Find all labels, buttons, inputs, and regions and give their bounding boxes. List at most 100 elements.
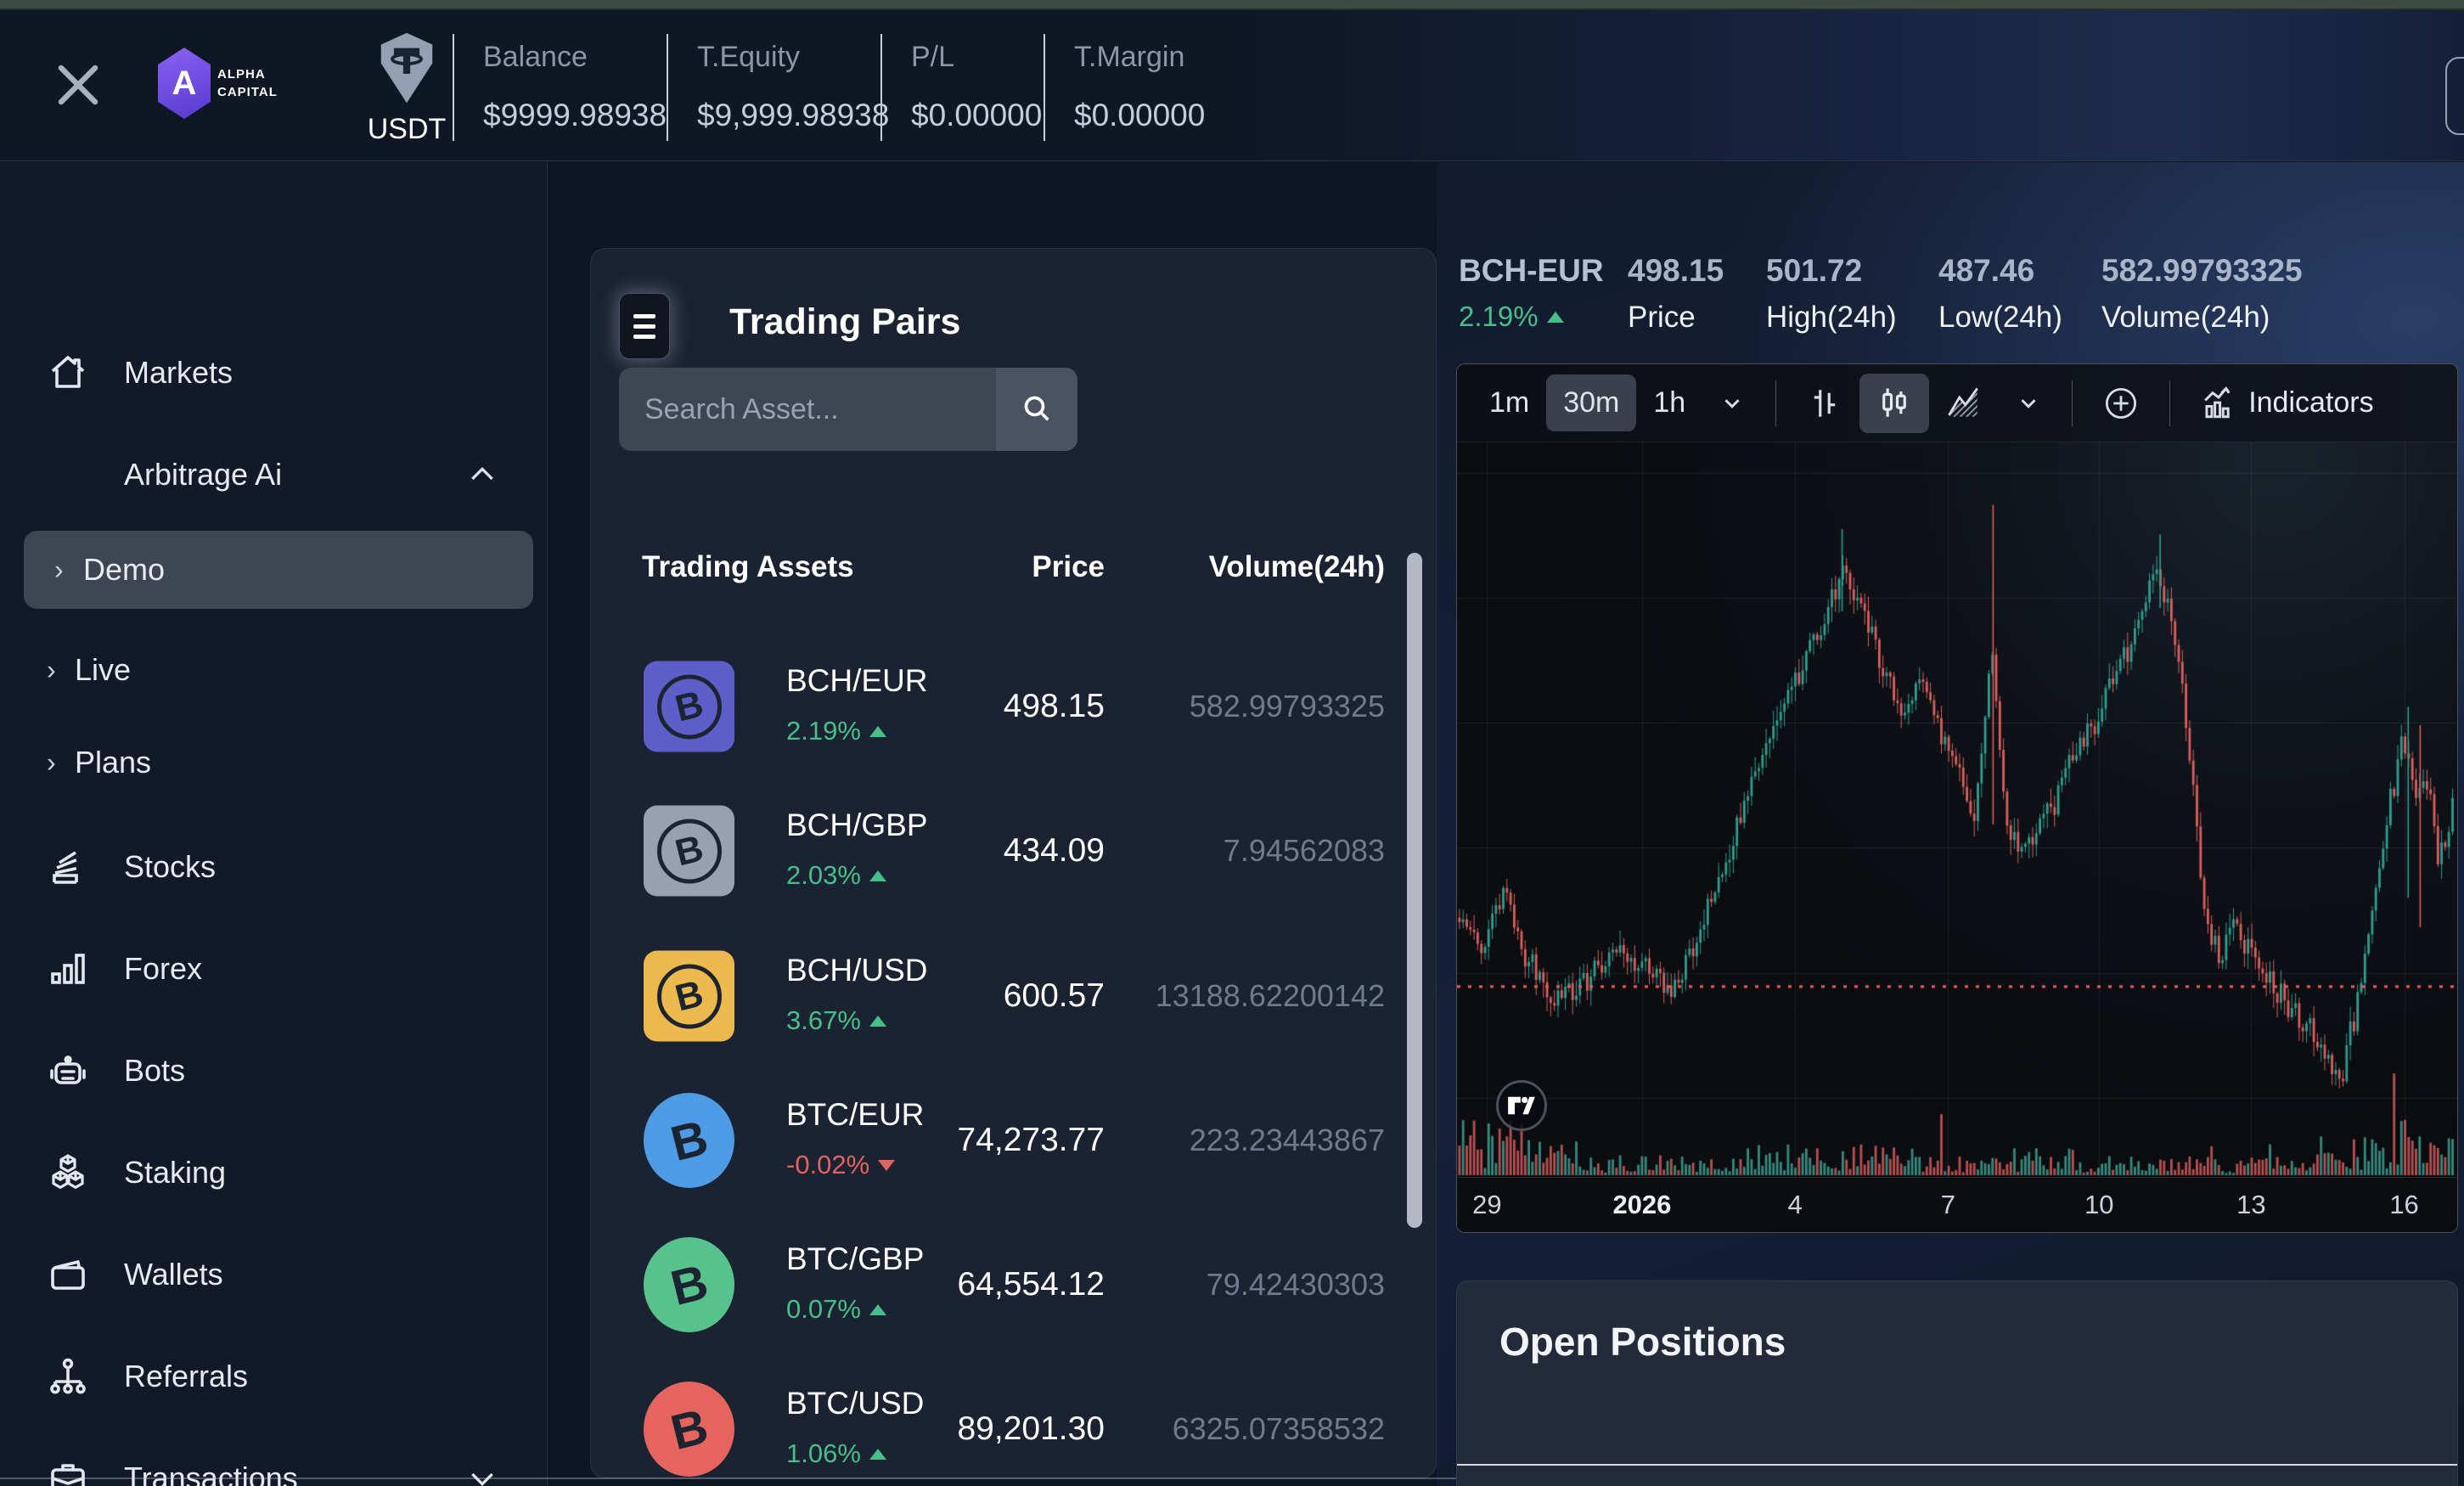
robot-icon — [48, 1050, 88, 1091]
table-row-bch-eur[interactable]: B BCH/EUR 2.19% 498.15 582.99793325 — [591, 634, 1436, 779]
sidebar-item-demo[interactable]: › Demo — [24, 531, 533, 609]
bch-coin-icon: B — [644, 805, 734, 897]
chevron-right-icon: › — [47, 654, 56, 685]
chart-x-axis[interactable]: 29 2026 4 7 10 13 16 — [1457, 1177, 2457, 1232]
toolbar-divider — [2072, 380, 2073, 426]
chevron-up-icon — [465, 458, 499, 492]
chart-toolbar: 1m 30m 1h — [1457, 364, 2457, 442]
sidebar-item-bots[interactable]: Bots — [0, 1037, 547, 1105]
symbol-change: 2.19% — [1459, 301, 1564, 333]
candlestick-chart[interactable] — [1457, 442, 2457, 1177]
bar-chart-icon — [48, 948, 88, 989]
btc-coin-icon: B — [644, 1237, 734, 1332]
stocks-icon — [48, 847, 88, 887]
sidebar-item-staking[interactable]: Staking — [0, 1139, 547, 1207]
stat-volume-24h: 582.99793325 Volume(24h) — [2101, 253, 2303, 334]
sidebar-item-wallets[interactable]: Wallets — [0, 1241, 547, 1309]
wallet-icon — [48, 1254, 88, 1295]
scrollbar[interactable] — [1407, 553, 1422, 1228]
indicators-button[interactable]: Indicators — [2184, 374, 2390, 433]
symbol-label: BCH-EUR — [1459, 253, 1604, 288]
tether-icon — [380, 32, 433, 104]
stat-total-margin: T.Margin $0.00000 — [1044, 34, 1205, 141]
topbar: A ALPHA CAPITAL USDT Balance $9999.98938 T… — [0, 10, 2464, 161]
table-row-btc-gbp[interactable]: B BTC/GBP 0.07% 64,554.12 79.42430303 — [591, 1213, 1436, 1357]
btc-coin-icon: B — [644, 1382, 734, 1477]
chart-type-dropdown-chevron-icon[interactable] — [1999, 379, 2058, 428]
sidebar-item-live[interactable]: › Live — [47, 652, 132, 687]
sidebar-item-markets[interactable]: Markets — [0, 339, 547, 407]
bch-coin-icon: B — [644, 950, 734, 1042]
sidebar-item-transactions[interactable]: Transactions — [0, 1444, 547, 1486]
search-button[interactable] — [996, 368, 1077, 451]
interval-1m-button[interactable]: 1m — [1472, 374, 1546, 431]
referral-network-icon — [48, 1356, 88, 1397]
toolbar-divider — [1775, 380, 1777, 426]
table-row-bch-gbp[interactable]: B BCH/GBP 2.03% 434.09 7.94562083 — [591, 779, 1436, 923]
account-currency: USDT — [360, 32, 453, 146]
change-arrow-icon — [869, 870, 886, 881]
sidebar-item-arbitrage-ai[interactable]: Arbitrage Ai — [0, 441, 547, 509]
x-axis-label: 4 — [1787, 1190, 1803, 1219]
home-icon — [48, 352, 88, 393]
x-axis-label: 13 — [2236, 1190, 2266, 1219]
chevron-down-icon — [465, 1461, 499, 1486]
stat-high-24h: 501.72 High(24h) — [1766, 253, 1897, 334]
currency-label: USDT — [367, 113, 447, 145]
tradingview-logo[interactable] — [1496, 1080, 1547, 1131]
window-top-strip — [0, 0, 2464, 10]
interval-1h-button[interactable]: 1h — [1636, 374, 1702, 431]
chevron-right-icon: › — [54, 554, 64, 585]
menu-icon[interactable] — [619, 293, 670, 359]
search-input[interactable] — [619, 368, 996, 451]
table-row-btc-usd[interactable]: B BTC/USD 1.06% 89,201.30 6325.07358532 — [591, 1357, 1436, 1486]
x-axis-label: 10 — [2084, 1190, 2114, 1219]
search-icon — [1024, 396, 1049, 421]
chart-card: 1m 30m 1h — [1456, 363, 2458, 1233]
change-arrow-icon — [878, 1159, 896, 1171]
sidebar-item-referrals[interactable]: Referrals — [0, 1342, 547, 1410]
change-arrow-icon — [1546, 311, 1564, 323]
x-axis-label: 16 — [2389, 1190, 2419, 1219]
ohlc-bars-icon[interactable] — [1790, 374, 1859, 433]
stat-balance: Balance $9999.98938 — [453, 34, 667, 141]
brand-logo[interactable]: A ALPHA CAPITAL — [158, 48, 278, 119]
x-axis-label: 7 — [1940, 1190, 1956, 1219]
x-axis-label: 29 — [1472, 1190, 1502, 1219]
top-right-partial-button[interactable] — [2445, 57, 2464, 135]
open-positions-panel: Open Positions — [1456, 1281, 2458, 1486]
change-arrow-icon — [869, 1015, 886, 1027]
sidebar-item-plans[interactable]: › Plans — [47, 745, 152, 780]
change-arrow-icon — [869, 1448, 886, 1460]
sidebar-item-stocks[interactable]: Stocks — [0, 833, 547, 901]
stat-low-24h: 487.46 Low(24h) — [1938, 253, 2062, 334]
briefcase-icon — [48, 1458, 88, 1486]
toolbar-divider — [2169, 380, 2171, 426]
area-chart-type-icon[interactable] — [1929, 374, 1999, 433]
close-icon[interactable] — [53, 59, 104, 110]
alpha-capital-logo-icon: A — [158, 48, 211, 119]
cubes-icon — [48, 1152, 88, 1193]
divider — [1457, 1464, 2457, 1466]
sidebar: Markets Arbitrage Ai › Demo › Live › Pla… — [0, 162, 548, 1486]
chart-header: BCH-EUR 2.19% 498.15 Price 501.72 High(24h… — [1459, 248, 2461, 350]
compare-plus-icon[interactable] — [2086, 374, 2156, 433]
stat-price: 498.15 Price — [1628, 253, 1724, 334]
table-row-bch-usd[interactable]: B BCH/USD 3.67% 600.57 13188.62200142 — [591, 924, 1436, 1068]
brand-name: ALPHA CAPITAL — [217, 67, 278, 99]
window-bottom-edge — [0, 1478, 1456, 1479]
interval-dropdown-chevron-icon[interactable] — [1702, 379, 1762, 428]
candlestick-type-icon[interactable] — [1859, 373, 1930, 433]
interval-30m-button[interactable]: 30m — [1546, 374, 1637, 431]
bch-coin-icon: B — [644, 661, 734, 752]
trading-pairs-panel: Trading Pairs Trading Assets Price Volum… — [590, 248, 1437, 1478]
table-row-btc-eur[interactable]: B BTC/EUR -0.02% 74,273.77 223.23443867 — [591, 1068, 1436, 1213]
sidebar-item-forex[interactable]: Forex — [0, 935, 547, 1003]
chevron-right-icon: › — [47, 746, 56, 778]
stat-total-equity: T.Equity $9,999.98938 — [667, 34, 889, 141]
indicators-icon — [2204, 386, 2231, 418]
stat-profit-loss: P/L $0.00000 — [880, 34, 1042, 141]
panel-title: Open Positions — [1499, 1320, 1786, 1364]
btc-coin-icon: B — [644, 1093, 734, 1188]
